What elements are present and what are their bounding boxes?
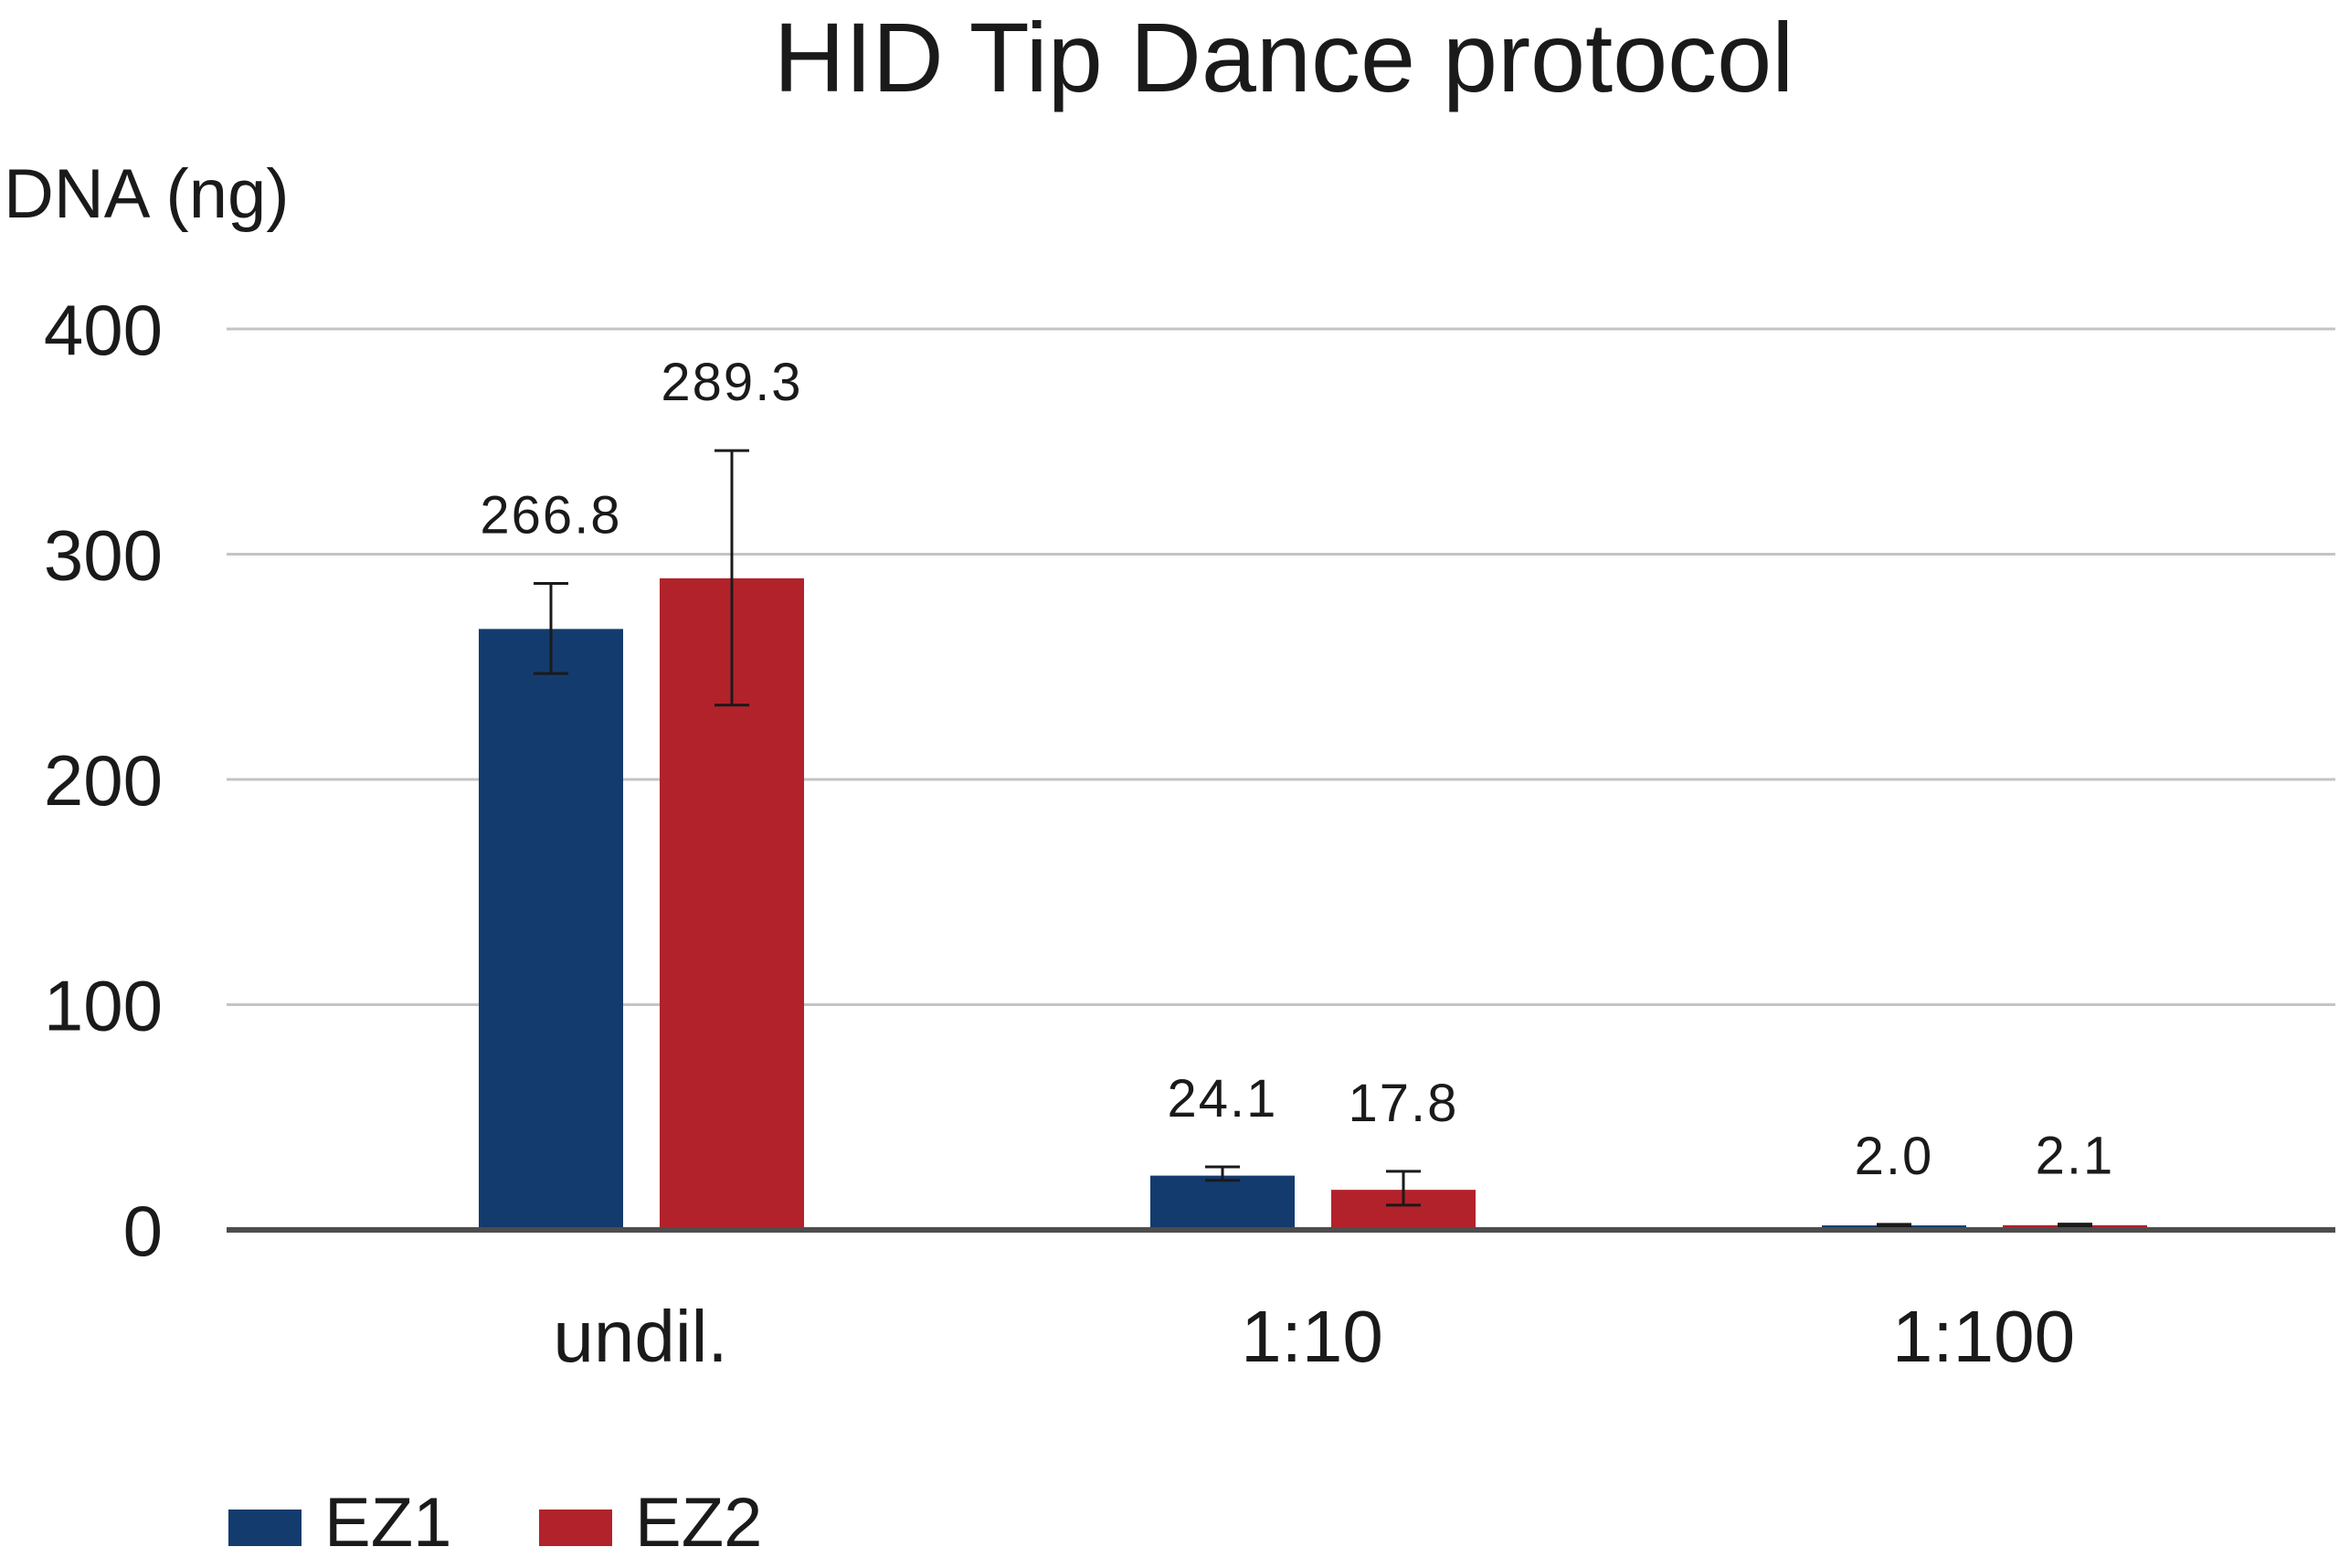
error-bar-ez1-2 — [1877, 1223, 1911, 1228]
data-label: 2.0 — [1855, 1127, 1934, 1186]
y-tick-label: 100 — [44, 966, 163, 1046]
data-label: 289.3 — [661, 353, 802, 412]
error-bar-ez1-1 — [1205, 1165, 1240, 1182]
data-labels: 266.8 24.1 2.0 289.3 17.8 2.1 — [480, 353, 2115, 1186]
legend-label: EZ1 — [324, 1484, 451, 1562]
y-tick-label: 400 — [44, 290, 163, 370]
x-axis-categories: undil. 1:10 1:100 — [553, 1296, 2075, 1377]
x-category-label: 1:10 — [1241, 1296, 1383, 1377]
bar-ez1-0 — [479, 629, 623, 1230]
chart-title: HID Tip Dance protocol — [774, 2, 1794, 112]
error-bar-ez2-2 — [2058, 1223, 2092, 1228]
legend-item-ez2: EZ2 — [539, 1484, 762, 1562]
legend: EZ1 EZ2 — [228, 1484, 762, 1562]
legend-swatch — [228, 1510, 302, 1546]
x-category-label: 1:100 — [1892, 1296, 2075, 1377]
y-axis-label: DNA (ng) — [4, 155, 290, 233]
error-bar-ez2-1 — [1386, 1170, 1421, 1207]
data-label: 2.1 — [2036, 1127, 2115, 1186]
legend-item-ez1: EZ1 — [228, 1484, 451, 1562]
y-axis-ticks: 0 100 200 300 400 — [44, 290, 163, 1271]
error-bar-ez1-0 — [534, 582, 568, 675]
x-category-label: undil. — [553, 1296, 727, 1377]
y-tick-label: 200 — [44, 740, 163, 821]
bars — [479, 577, 2147, 1230]
bar-ez1-1 — [1150, 1175, 1295, 1230]
y-tick-label: 0 — [123, 1191, 163, 1271]
data-label: 266.8 — [480, 486, 621, 546]
data-label: 24.1 — [1168, 1069, 1278, 1128]
error-bar-ez2-0 — [714, 449, 749, 707]
error-bars — [534, 449, 2092, 1228]
legend-label: EZ2 — [635, 1484, 762, 1562]
data-label: 17.8 — [1349, 1074, 1459, 1133]
legend-swatch — [539, 1510, 612, 1546]
y-tick-label: 300 — [44, 515, 163, 596]
